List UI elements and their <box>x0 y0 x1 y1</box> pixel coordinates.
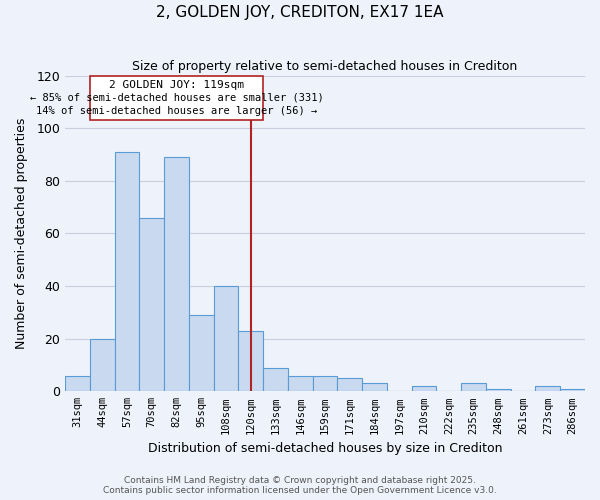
Bar <box>139 218 164 392</box>
Bar <box>560 388 585 392</box>
Bar <box>362 384 387 392</box>
Text: 2, GOLDEN JOY, CREDITON, EX17 1EA: 2, GOLDEN JOY, CREDITON, EX17 1EA <box>156 5 444 20</box>
Bar <box>313 376 337 392</box>
Bar <box>90 76 263 120</box>
Y-axis label: Number of semi-detached properties: Number of semi-detached properties <box>15 118 28 349</box>
Bar <box>337 378 362 392</box>
Bar <box>90 338 115 392</box>
Text: ← 85% of semi-detached houses are smaller (331): ← 85% of semi-detached houses are smalle… <box>29 92 323 102</box>
Bar <box>535 386 560 392</box>
Bar <box>189 315 214 392</box>
Title: Size of property relative to semi-detached houses in Crediton: Size of property relative to semi-detach… <box>133 60 518 73</box>
Bar <box>263 368 288 392</box>
X-axis label: Distribution of semi-detached houses by size in Crediton: Distribution of semi-detached houses by … <box>148 442 502 455</box>
Bar <box>238 331 263 392</box>
Bar <box>115 152 139 392</box>
Text: Contains HM Land Registry data © Crown copyright and database right 2025.
Contai: Contains HM Land Registry data © Crown c… <box>103 476 497 495</box>
Bar <box>65 376 90 392</box>
Bar <box>214 286 238 392</box>
Bar <box>461 384 486 392</box>
Bar <box>288 376 313 392</box>
Bar <box>486 388 511 392</box>
Text: 14% of semi-detached houses are larger (56) →: 14% of semi-detached houses are larger (… <box>36 106 317 116</box>
Bar <box>412 386 436 392</box>
Bar <box>164 157 189 392</box>
Text: 2 GOLDEN JOY: 119sqm: 2 GOLDEN JOY: 119sqm <box>109 80 244 90</box>
